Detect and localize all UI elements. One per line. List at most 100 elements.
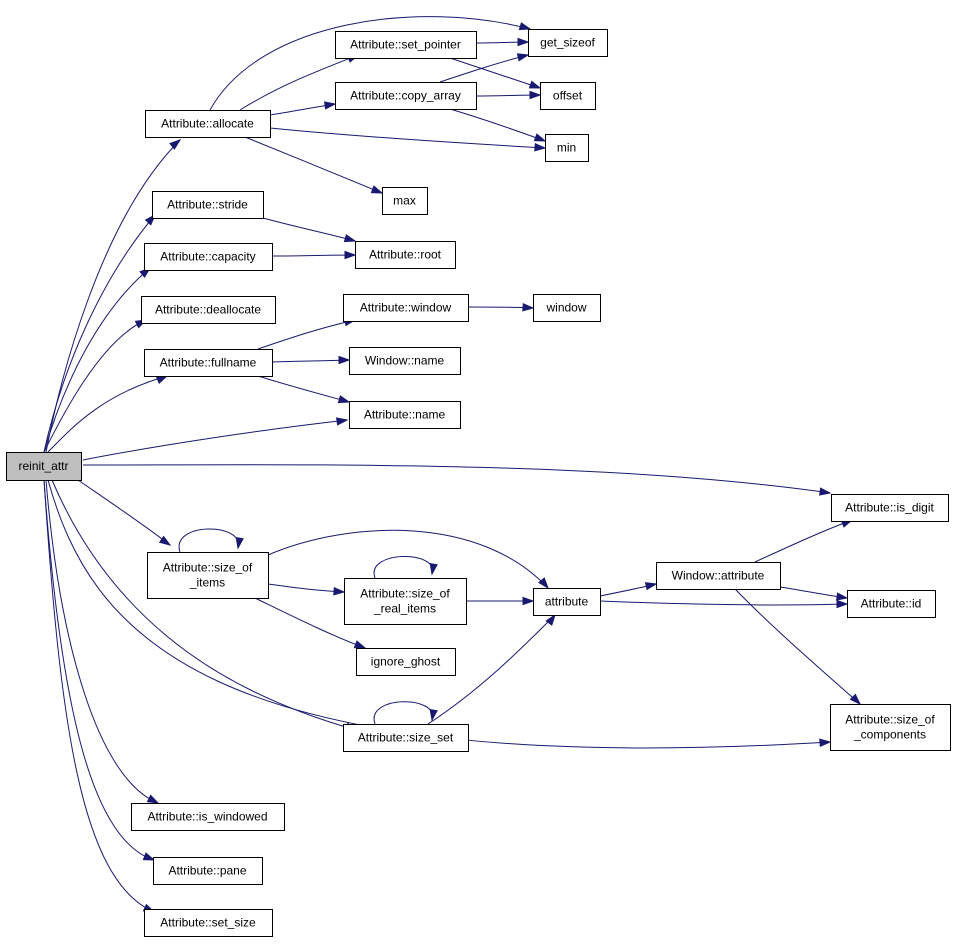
arrowhead xyxy=(528,80,542,89)
node-box xyxy=(144,909,273,937)
node-box xyxy=(131,803,285,831)
node-root[interactable]: Attribute::root xyxy=(355,241,456,269)
node-box xyxy=(141,296,276,324)
node-box xyxy=(144,349,273,377)
call-edge xyxy=(373,701,433,725)
arrowhead xyxy=(338,355,351,365)
node-box xyxy=(349,401,461,429)
node-is-windowed[interactable]: Attribute::is_windowed xyxy=(131,803,285,831)
call-edge xyxy=(45,139,181,453)
node-label: window xyxy=(545,301,586,315)
node-get-sizeof[interactable]: get_sizeof xyxy=(528,29,608,57)
node-deallocate[interactable]: Attribute::deallocate xyxy=(141,296,276,324)
arrowhead xyxy=(545,613,556,626)
node-offset[interactable]: offset xyxy=(540,82,596,110)
call-edge xyxy=(373,556,433,579)
arrowhead xyxy=(533,133,547,142)
call-edge xyxy=(47,375,168,453)
node-box xyxy=(533,588,601,616)
arrowhead xyxy=(158,535,172,546)
node-set-size[interactable]: Attribute::set_size xyxy=(144,909,273,937)
arrowhead xyxy=(429,708,438,722)
node-ignore-ghost[interactable]: ignore_ghost xyxy=(356,648,456,676)
arrowhead xyxy=(155,375,169,385)
node-box xyxy=(533,294,601,322)
call-edge xyxy=(45,479,159,804)
node-label: Attribute::name xyxy=(364,408,446,422)
arrowhead xyxy=(518,22,532,31)
node-box xyxy=(830,704,951,751)
call-edge xyxy=(427,614,556,725)
arrowhead xyxy=(644,582,658,591)
arrowhead xyxy=(516,53,530,62)
node-size-of-items[interactable]: Attribute::size_of_items xyxy=(147,552,269,599)
call-edge xyxy=(43,479,155,913)
call-edge xyxy=(271,254,356,257)
node-label: ignore_ghost xyxy=(371,655,441,669)
arrowhead xyxy=(517,37,530,47)
node-box xyxy=(656,562,781,590)
node-stride[interactable]: Attribute::stride xyxy=(152,191,264,219)
node-is-digit[interactable]: Attribute::is_digit xyxy=(831,494,949,522)
node-window-attribute[interactable]: Window::attribute xyxy=(656,562,781,590)
node-attr-window[interactable]: Attribute::window xyxy=(343,294,469,322)
call-edge xyxy=(43,479,155,861)
node-box xyxy=(335,82,477,110)
node-max[interactable]: max xyxy=(382,187,428,215)
node-box xyxy=(145,110,271,138)
node-window-name[interactable]: Window::name xyxy=(349,347,461,375)
node-copy-array[interactable]: Attribute::copy_array xyxy=(335,82,477,110)
arrowhead xyxy=(343,234,357,243)
node-label: _real_items xyxy=(373,602,436,616)
node-attr-id[interactable]: Attribute::id xyxy=(847,590,936,618)
node-label: Attribute::fullname xyxy=(160,356,257,370)
node-label: Attribute::capacity xyxy=(160,250,255,264)
node-label: Window::name xyxy=(365,354,445,368)
node-label: max xyxy=(393,194,416,208)
call-edge xyxy=(449,108,546,142)
node-size-of-components[interactable]: Attribute::size_of_components xyxy=(830,704,951,751)
node-box xyxy=(349,347,461,375)
arrowhead xyxy=(146,794,160,804)
node-attribute[interactable]: attribute xyxy=(533,588,601,616)
node-box xyxy=(147,552,269,599)
node-min[interactable]: min xyxy=(545,134,589,162)
node-allocate[interactable]: Attribute::allocate xyxy=(145,110,271,138)
node-label: Attribute::pane xyxy=(168,864,246,878)
arrowhead xyxy=(534,143,547,152)
arrowhead xyxy=(529,90,542,100)
arrowhead xyxy=(849,693,862,706)
call-edge xyxy=(82,419,348,461)
call-nodes: reinit_attrAttribute::allocateAttribute:… xyxy=(6,29,951,937)
node-attr-name[interactable]: Attribute::name xyxy=(349,401,461,429)
node-size-set[interactable]: Attribute::size_set xyxy=(343,724,469,752)
arrowhead xyxy=(353,640,367,649)
call-edge xyxy=(209,16,531,111)
node-box xyxy=(344,578,467,625)
node-capacity[interactable]: Attribute::capacity xyxy=(144,243,273,271)
node-fullname[interactable]: Attribute::fullname xyxy=(144,349,273,377)
arrowhead xyxy=(336,417,349,426)
arrowhead xyxy=(522,596,535,606)
node-reinit-attr[interactable]: reinit_attr xyxy=(6,452,82,481)
arrowhead xyxy=(337,395,351,404)
node-label: Attribute::deallocate xyxy=(155,303,261,317)
node-window[interactable]: window xyxy=(533,294,601,322)
call-edge xyxy=(254,597,366,649)
arrowhead xyxy=(333,587,346,596)
node-box xyxy=(847,590,936,618)
node-size-of-real-items[interactable]: Attribute::size_of_real_items xyxy=(344,578,467,625)
call-edge xyxy=(267,583,345,593)
arrowhead xyxy=(819,487,832,496)
node-box xyxy=(355,241,456,269)
node-set-pointer[interactable]: Attribute::set_pointer xyxy=(335,31,477,59)
node-box xyxy=(356,648,456,676)
arrowhead xyxy=(344,250,357,260)
call-edge xyxy=(271,359,350,363)
node-pane[interactable]: Attribute::pane xyxy=(153,857,263,885)
call-edge xyxy=(43,319,147,453)
node-label: offset xyxy=(553,89,583,103)
node-box xyxy=(382,187,428,215)
node-label: Attribute::window xyxy=(360,301,452,315)
arrowhead xyxy=(142,852,156,861)
